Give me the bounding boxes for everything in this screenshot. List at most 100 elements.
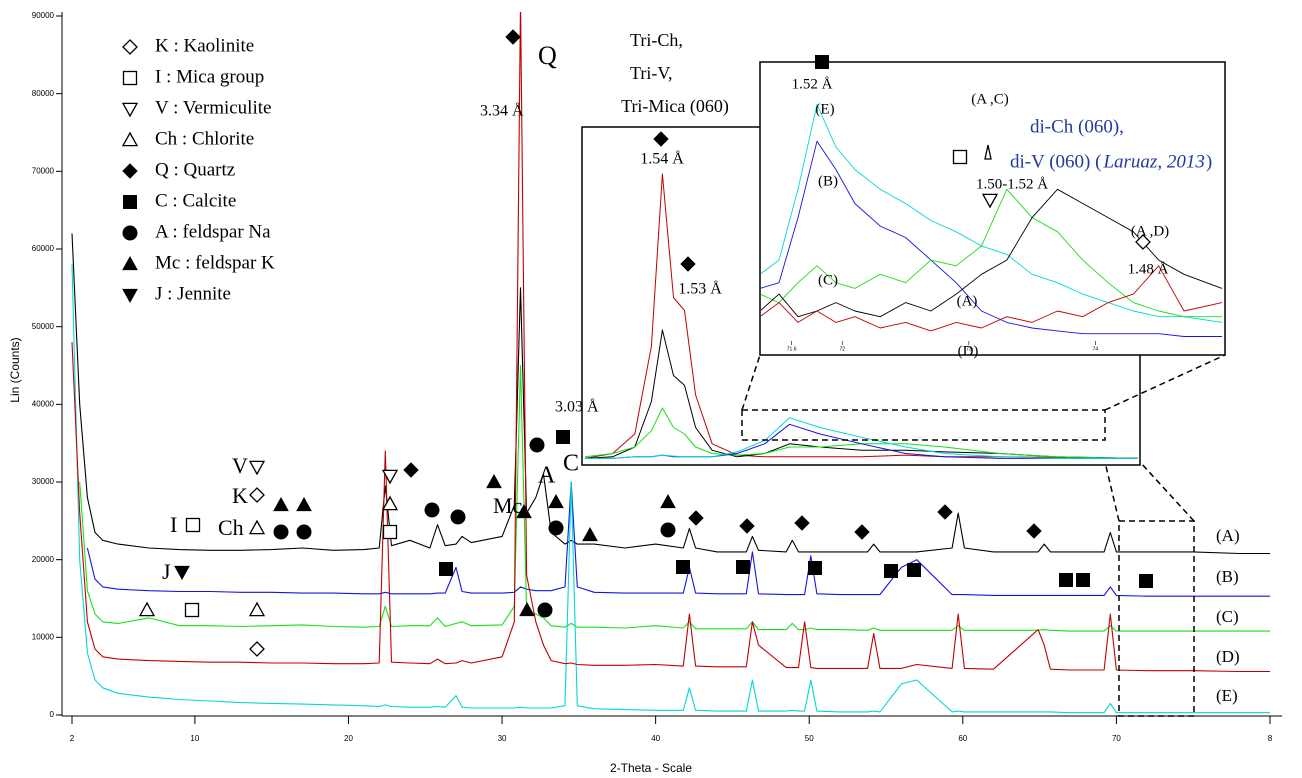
y-tick-label: 50000: [32, 322, 55, 331]
series-line: [761, 188, 1223, 318]
marker-triangle-up: [122, 255, 138, 271]
marker-diamond: [403, 462, 419, 478]
marker-triangle-down: [248, 460, 266, 476]
legend-label: Mc : feldspar K: [155, 252, 275, 273]
marker-square: [1076, 573, 1090, 587]
x-tick-label: 8: [1268, 734, 1273, 743]
series-line: [761, 140, 1222, 337]
y-axis-title: Lin (Counts): [8, 337, 22, 402]
annotation: C: [563, 451, 579, 477]
annotation: V: [232, 453, 248, 478]
marker-circle: [529, 437, 545, 453]
legend-label: K : Kaolinite: [155, 35, 254, 56]
annotation: 1.54 Å: [640, 150, 684, 168]
x-tick-label: 74: [1093, 346, 1099, 352]
marker-diamond: [1135, 234, 1151, 250]
annotation: Tri-Mica (060): [621, 96, 729, 117]
legend-label: Q : Quartz: [155, 159, 235, 180]
marker-diamond: [739, 518, 755, 534]
legend-label: Ch : Chlorite: [155, 128, 254, 149]
marker-diamond: [122, 39, 138, 55]
y-tick-label: 30000: [32, 477, 55, 486]
y-tick-label: 10000: [32, 632, 55, 641]
plot-area: [761, 104, 1223, 337]
marker-triangle-up: [516, 503, 532, 519]
series-line: [585, 417, 1138, 459]
series-line: [761, 104, 1223, 323]
marker-diamond: [653, 131, 669, 147]
legend-label: V : Vermiculite: [155, 97, 271, 118]
series-line: [761, 265, 1223, 332]
x-tick-label: 71.6: [787, 346, 797, 352]
zoom-box: [1118, 520, 1195, 717]
annotation: (A ,D): [1131, 223, 1169, 239]
marker-triangle-up: [121, 131, 139, 147]
y-tick-label: 60000: [32, 244, 55, 253]
annotation: (B): [818, 173, 838, 189]
annotation: Mc: [493, 493, 523, 518]
series-line: [584, 329, 1139, 459]
annotation: J: [162, 559, 171, 584]
marker-square: [676, 560, 690, 574]
annotation: Laruaz, 2013: [1102, 151, 1204, 172]
series-line: [86, 481, 1270, 597]
marker-square: [556, 430, 570, 444]
series-line: [761, 188, 1222, 318]
x-tick-label: 60: [958, 734, 967, 743]
marker-diamond: [122, 163, 138, 179]
annotation: Ch: [218, 515, 244, 540]
marker-diamond: [937, 504, 953, 520]
marker-triangle-up: [519, 601, 535, 617]
marker-square: [123, 195, 137, 209]
marker-triangle-down: [174, 565, 190, 581]
marker-circle: [548, 520, 564, 536]
annotation: (A): [957, 293, 978, 309]
marker-square: [382, 524, 398, 540]
x-tick-label: 50: [805, 734, 814, 743]
zoom-box: [741, 409, 1106, 441]
marker-diamond: [854, 524, 870, 540]
inset-frame: [759, 61, 1226, 356]
marker-triangle-up: [381, 495, 399, 511]
marker-triangle-up: [582, 526, 598, 542]
annotation: Q: [538, 41, 557, 70]
marker-square: [952, 149, 968, 165]
marker-diamond: [794, 515, 810, 531]
marker-circle: [273, 524, 289, 540]
marker-triangle-up: [296, 496, 312, 512]
marker-square: [184, 602, 200, 618]
marker-circle: [296, 524, 312, 540]
series-line: [71, 264, 1270, 714]
x-tick-label: 2: [70, 734, 75, 743]
annotation: (A ,C): [971, 91, 1009, 107]
x-tick-label: 10: [190, 734, 199, 743]
series-line: [584, 407, 1139, 459]
marker-square: [122, 70, 138, 86]
x-tick-label: 40: [651, 734, 660, 743]
zoom-connector: [1104, 354, 1226, 411]
marker-triangle-up: [548, 493, 564, 509]
annotation: 1.52 Å: [792, 76, 833, 92]
marker-triangle-up: [248, 519, 266, 535]
x-tick-label: 72: [839, 346, 845, 352]
marker-diamond: [1026, 523, 1042, 539]
annotation: K: [232, 483, 248, 508]
series-label: (D): [1216, 647, 1240, 666]
marker-triangle-up: [273, 496, 289, 512]
marker-circle: [122, 225, 138, 241]
annotation: (E): [815, 101, 834, 117]
y-tick-label: 80000: [32, 89, 55, 98]
annotation: 1.48 Å: [1128, 261, 1169, 277]
annotation: di-Ch (060),: [1030, 116, 1124, 137]
x-tick-label: 70: [1112, 734, 1121, 743]
annotation: ): [1206, 151, 1212, 172]
plot-area: [584, 173, 1139, 459]
series-label: (C): [1216, 607, 1239, 626]
y-tick-label: 40000: [32, 399, 55, 408]
annotation: di-V (060) (: [1010, 151, 1101, 172]
annotation: (C): [818, 272, 838, 288]
annotation: 1.50-1.52 Å: [976, 176, 1048, 192]
marker-square: [185, 517, 201, 533]
marker-triangle-up: [660, 493, 676, 509]
